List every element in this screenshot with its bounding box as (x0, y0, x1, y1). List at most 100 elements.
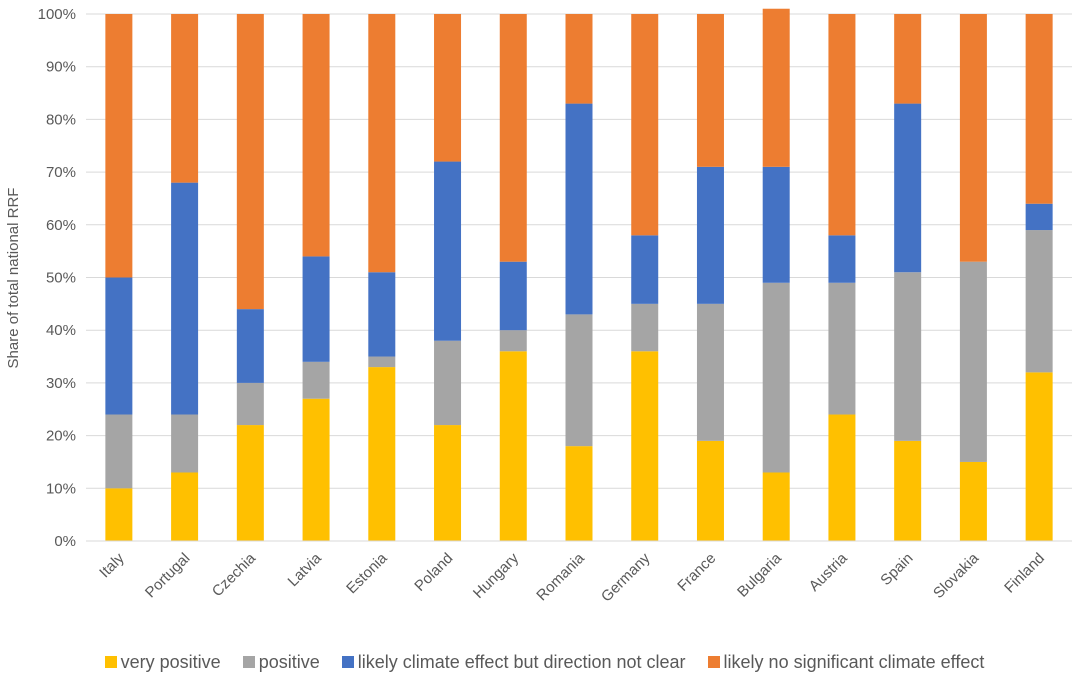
bar-segment (631, 235, 659, 304)
bar-segment (105, 414, 133, 489)
y-tick-label: 20% (46, 428, 76, 445)
x-tick-label: Spain (877, 550, 916, 589)
bar-segment (828, 235, 856, 283)
bar-segment (1025, 230, 1053, 373)
legend-swatch (104, 656, 117, 668)
x-tick-label: Bulgaria (734, 549, 785, 600)
bar-segment (631, 303, 659, 352)
x-tick-label: Czechia (209, 549, 260, 600)
y-tick-label: 80% (46, 111, 76, 128)
legend-swatch (707, 656, 720, 668)
bar-segment (171, 414, 199, 473)
bar-segment (368, 14, 396, 273)
x-tick-label: Austria (806, 549, 851, 594)
bars (105, 8, 1053, 541)
bar-segment (499, 351, 527, 541)
y-tick-label: 0% (54, 533, 76, 550)
y-tick-label: 100% (38, 6, 76, 23)
bar-segment (762, 472, 790, 541)
bar-segment (302, 361, 330, 399)
x-tick-label: Romania (533, 549, 588, 604)
bar-segment (1025, 14, 1053, 204)
bar-segment (565, 314, 593, 447)
stacked-bar-chart: 0% 10% 20% 30% 40% 50% 60% 70% 80% 90% 100% Italy P… (5, 6, 1072, 605)
bar-segment (828, 414, 856, 541)
legend-item: likely no significant climate effect (707, 651, 985, 673)
x-axis-labels: Italy Portugal Czechia Latvia Estonia Poland H… (96, 549, 1048, 605)
bar-segment (105, 277, 133, 415)
x-tick-label: Finland (1001, 550, 1048, 597)
bar-segment (105, 488, 133, 541)
bar-segment (368, 367, 396, 541)
bar-segment (696, 14, 724, 167)
x-tick-label: Latvia (285, 549, 326, 590)
bar-segment (894, 272, 922, 441)
legend-label: positive (258, 651, 320, 672)
bar-segment (894, 103, 922, 273)
x-tick-label: Portugal (142, 550, 194, 602)
bar-segment (565, 14, 593, 104)
y-tick-label: 70% (46, 164, 76, 181)
bar-segment (171, 182, 199, 415)
bar-segment (762, 8, 790, 167)
x-tick-label: Poland (411, 550, 456, 595)
bar-segment (959, 261, 987, 462)
legend-item: likely climate effect but direction not … (341, 651, 686, 673)
y-tick-label: 60% (46, 217, 76, 234)
bar-segment (434, 14, 462, 162)
bar-segment (499, 261, 527, 331)
legend-item: positive (242, 651, 320, 673)
y-axis-ticks: 0% 10% 20% 30% 40% 50% 60% 70% 80% 90% 100% (38, 6, 76, 550)
bar-segment (434, 425, 462, 541)
bar-segment (171, 472, 199, 541)
bar-segment (696, 440, 724, 541)
y-tick-label: 30% (46, 375, 76, 392)
y-tick-label: 40% (46, 322, 76, 339)
x-tick-label: France (674, 550, 719, 595)
bar-segment (894, 440, 922, 541)
bar-segment (1025, 203, 1053, 231)
bar-segment (236, 14, 264, 310)
x-tick-label: Germany (598, 549, 654, 605)
bar-segment (696, 303, 724, 441)
x-tick-label: Estonia (343, 549, 391, 597)
bar-segment (1025, 372, 1053, 541)
legend-item: very positive (104, 651, 221, 673)
x-tick-label: Hungary (470, 549, 522, 601)
bar-segment (105, 14, 133, 278)
bar-segment (302, 14, 330, 257)
legend-label: very positive (120, 651, 221, 672)
y-tick-label: 50% (46, 270, 76, 287)
y-tick-label: 10% (46, 480, 76, 497)
legend-swatch (242, 656, 255, 668)
bar-segment (828, 282, 856, 415)
bar-segment (631, 14, 659, 236)
bar-segment (236, 382, 264, 426)
bar-segment (499, 14, 527, 262)
bar-segment (565, 446, 593, 541)
bar-segment (236, 425, 264, 541)
bar-segment (762, 282, 790, 473)
bar-segment (696, 166, 724, 304)
bar-segment (368, 356, 396, 368)
bar-segment (631, 351, 659, 541)
bar-segment (762, 166, 790, 283)
bar-segment (236, 309, 264, 383)
x-tick-label: Italy (96, 549, 128, 581)
legend-label: likely climate effect but direction not … (357, 651, 686, 672)
bar-segment (434, 161, 462, 341)
bar-segment (368, 272, 396, 357)
legend-swatch (341, 656, 354, 668)
y-tick-label: 90% (46, 59, 76, 76)
bar-segment (565, 103, 593, 315)
bar-segment (959, 14, 987, 262)
bar-segment (302, 398, 330, 541)
bar-segment (894, 14, 922, 104)
x-tick-label: Slovakia (930, 549, 983, 602)
bar-segment (828, 14, 856, 236)
bar-segment (959, 461, 987, 541)
legend-label: likely no significant climate effect (723, 651, 985, 672)
bar-segment (499, 330, 527, 352)
y-axis-label: Share of total national RRF (5, 188, 22, 369)
bar-segment (434, 340, 462, 426)
